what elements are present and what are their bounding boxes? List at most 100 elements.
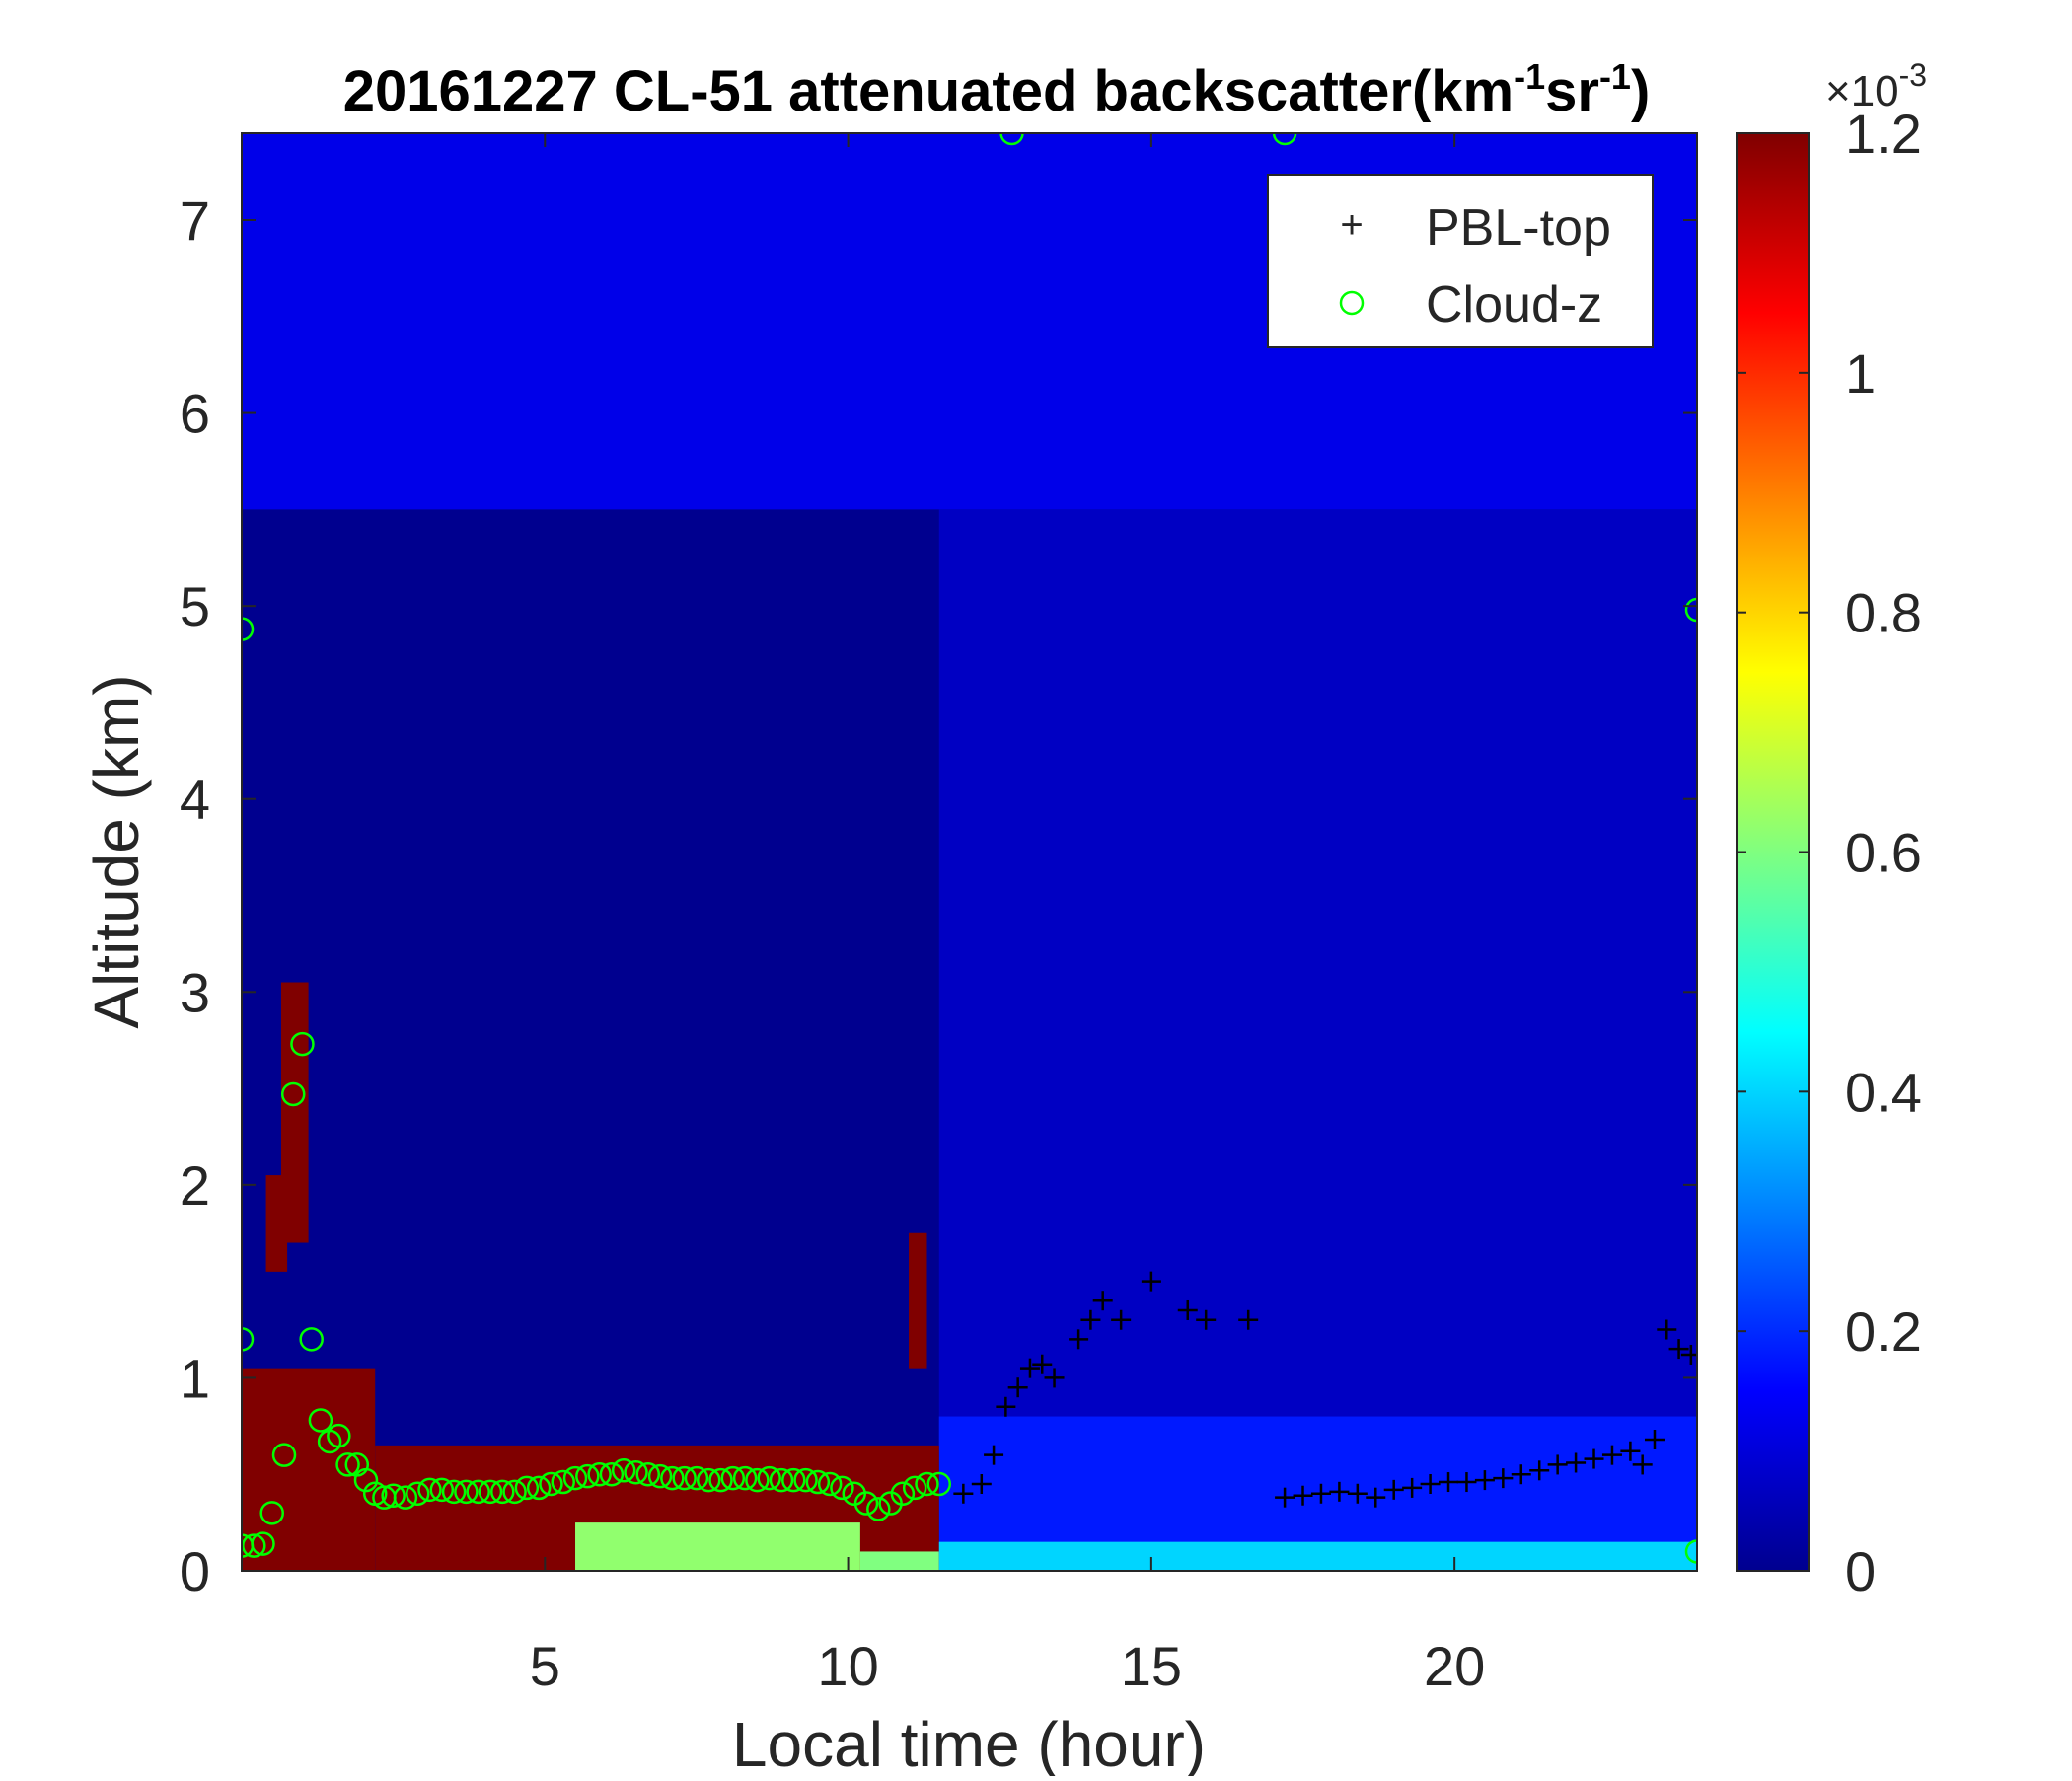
- cloud-z-marker: [299, 1327, 324, 1352]
- heatmap-region: [575, 1522, 860, 1571]
- pbl-top-marker: [996, 1396, 1016, 1417]
- title-mid: sr: [1545, 59, 1599, 123]
- pbl-top-marker: [1310, 1483, 1331, 1504]
- pbl-top-marker: [953, 1483, 974, 1504]
- colorbar-multiplier: ×10-3: [1825, 57, 1927, 115]
- cloud-z-marker: [393, 1485, 418, 1510]
- cloud-z-marker: [926, 1471, 952, 1497]
- cloud-z-marker: [793, 1467, 818, 1493]
- cloud-z-marker: [853, 1491, 879, 1516]
- legend-box: [1267, 174, 1654, 348]
- y-tick-label: 7: [180, 189, 210, 252]
- cloud-z-marker: [805, 1469, 831, 1495]
- cloud-z-marker: [251, 1531, 275, 1556]
- heatmap-region: [280, 982, 309, 1243]
- y-tick-label: 0: [180, 1540, 210, 1602]
- legend-cloud-label: Cloud-z: [1426, 276, 1602, 334]
- cloud-z-marker: [1684, 1539, 1697, 1564]
- pbl-top-marker: [1644, 1430, 1665, 1450]
- cloud-z-marker: [817, 1471, 843, 1497]
- cloud-z-marker: [335, 1452, 360, 1477]
- pbl-top-marker: [1366, 1487, 1386, 1508]
- cloud-z-marker: [745, 1467, 770, 1493]
- axes: 5 10 15 20 0 1 2 3 4 5 6 7 Local time (hour) Altit…: [81, 132, 1698, 1780]
- cloud-z-marker: [441, 1479, 467, 1505]
- cloud-z-marker: [769, 1467, 794, 1493]
- cloud-z-marker: [327, 1423, 351, 1448]
- pbl-top-marker: [1238, 1309, 1259, 1330]
- cloud-z-marker: [502, 1479, 527, 1505]
- legend-pbl-label: PBL-top: [1426, 199, 1611, 257]
- cloud-z-marker: [526, 1475, 552, 1501]
- cloud-z-marker: [271, 1443, 297, 1467]
- chart-title: 20161227 CL-51 attenuated backscatter(km…: [343, 56, 1651, 123]
- pbl-top-marker: [1044, 1368, 1065, 1388]
- y-ticks: 0 1 2 3 4 5 6 7: [180, 189, 1697, 1602]
- cloud-z-marker: [562, 1465, 588, 1491]
- cloud-z-marker: [514, 1475, 540, 1501]
- pbl-top-marker: [1069, 1329, 1089, 1350]
- colorbar-tick-label: 0.6: [1845, 822, 1922, 884]
- cloud-z-marker: [672, 1465, 697, 1491]
- y-tick-label: 3: [180, 961, 210, 1023]
- x-axis-label: Local time (hour): [732, 1709, 1206, 1776]
- cloud-z-marker: [1684, 597, 1697, 623]
- colorbar-tick-label: 0.4: [1845, 1061, 1922, 1123]
- pbl-top-marker: [1620, 1441, 1641, 1461]
- heatmap-region: [909, 1232, 927, 1369]
- pbl-top-marker: [1601, 1445, 1622, 1465]
- cloud-z-marker: [575, 1463, 600, 1489]
- legend-pbl-marker: +: [1340, 203, 1363, 247]
- cloud-z-marker: [242, 617, 255, 641]
- pbl-top-marker: [1329, 1481, 1350, 1502]
- colorbar: 0 0.2 0.4 0.6 0.8 1 1.2 ×10-3: [1736, 57, 1927, 1602]
- cloud-z-marker: [781, 1467, 806, 1493]
- pbl-top-marker: [1493, 1468, 1514, 1489]
- cloud-z-marker: [660, 1465, 685, 1491]
- pbl-top-marker: [1007, 1377, 1028, 1398]
- cloud-z-marker: [757, 1465, 781, 1491]
- cloud-z-marker: [429, 1477, 455, 1503]
- cloud-z-marker: [280, 1081, 306, 1107]
- y-tick-label: 1: [180, 1347, 210, 1409]
- cloud-z-marker: [405, 1481, 430, 1507]
- title-exp2: -1: [1599, 56, 1631, 97]
- cloud-z-marker: [259, 1501, 284, 1525]
- cloud-z-marker: [720, 1465, 746, 1491]
- cloud-z-marker: [290, 1031, 315, 1057]
- cloud-z-marker: [466, 1479, 490, 1505]
- cloud-z-marker: [624, 1460, 648, 1485]
- x-ticks: 5 10 15 20: [530, 133, 1485, 1697]
- cloud-z-marker: [242, 1533, 266, 1558]
- pbl-top-marker: [1032, 1354, 1053, 1374]
- pbl-top-marker: [1141, 1271, 1161, 1292]
- cloud-z-marker: [999, 133, 1024, 146]
- cloud-z-marker: [308, 1408, 333, 1433]
- heatmap-region: [938, 1541, 1697, 1571]
- cloud-z-marker: [915, 1471, 939, 1497]
- cloud-z-marker: [587, 1461, 612, 1487]
- x-tick-label: 15: [1121, 1635, 1182, 1697]
- markers-layer: [242, 133, 1697, 1564]
- pbl-top-marker: [984, 1445, 1004, 1465]
- pbl-top-marker: [1584, 1448, 1604, 1469]
- cloud-z-marker: [478, 1479, 503, 1505]
- pbl-top-marker: [1019, 1358, 1040, 1378]
- cloud-z-marker: [539, 1471, 563, 1497]
- colorbar-gradient: [1736, 132, 1810, 1572]
- cloud-z-marker: [381, 1483, 406, 1508]
- cloud-z-marker: [417, 1477, 442, 1503]
- pbl-top-marker: [1177, 1299, 1198, 1320]
- cloud-z-marker: [866, 1497, 891, 1521]
- heatmap-region: [859, 1551, 939, 1571]
- cloud-z-marker: [551, 1469, 575, 1495]
- colorbar-tick-label: 1.2: [1845, 103, 1922, 165]
- pbl-top-marker: [1547, 1454, 1568, 1475]
- y-tick-label: 6: [180, 383, 210, 445]
- y-tick-label: 5: [180, 575, 210, 637]
- colorbar-ticks: 0 0.2 0.4 0.6 0.8 1 1.2: [1737, 103, 1922, 1602]
- cloud-z-marker: [708, 1467, 733, 1493]
- pbl-top-marker: [1657, 1319, 1677, 1340]
